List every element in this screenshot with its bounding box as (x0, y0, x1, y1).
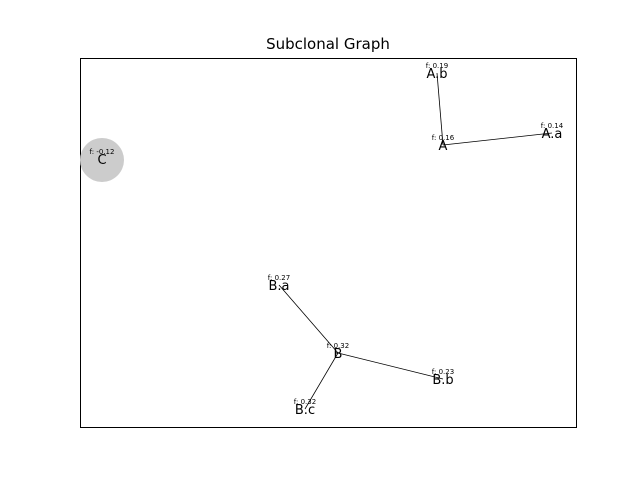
node-freq-b-b: f: 0.23 (432, 368, 454, 376)
node-label-c: C (97, 153, 106, 168)
graph-title: Subclonal Graph (266, 35, 390, 53)
node-b-c: f: 0.32B.c (294, 398, 316, 418)
edge-b-to-b-b (337, 352, 444, 380)
node-label-b: B (334, 347, 343, 362)
node-b-b: f: 0.23B.b (432, 368, 454, 388)
node-freq-b: f: 0.32 (327, 342, 349, 350)
node-c: f: -0.12C (80, 138, 124, 182)
node-label-b-a: B.a (268, 279, 289, 294)
node-a-a: f: 0.14A.a (541, 122, 564, 142)
edge-a-to-a-b (436, 72, 444, 146)
node-label-b-c: B.c (295, 403, 315, 418)
node-freq-a: f: 0.16 (432, 134, 455, 142)
node-marker-c (80, 138, 124, 182)
node-freq-c: f: -0.12 (90, 148, 115, 156)
plot-frame (80, 58, 577, 428)
edge-a-to-a-a (442, 132, 553, 146)
node-freq-a-a: f: 0.14 (541, 122, 564, 130)
node-a: f: 0.16A (432, 134, 455, 154)
node-label-a-a: A.a (542, 127, 563, 142)
edge-b-to-b-a (278, 284, 339, 354)
node-a-b: f: 0.19A.b (426, 62, 448, 82)
node-label-b-b: B.b (432, 373, 453, 388)
node-freq-a-b: f: 0.19 (426, 62, 448, 70)
node-label-a: A (439, 139, 448, 154)
node-b: f: 0.32B (327, 342, 349, 362)
node-freq-b-a: f: 0.27 (268, 274, 290, 282)
node-freq-b-c: f: 0.32 (294, 398, 316, 406)
node-label-a-b: A.b (426, 67, 447, 82)
node-b-a: f: 0.27B.a (268, 274, 290, 294)
edge-b-to-b-c (304, 352, 339, 410)
edges-layer (278, 72, 553, 410)
